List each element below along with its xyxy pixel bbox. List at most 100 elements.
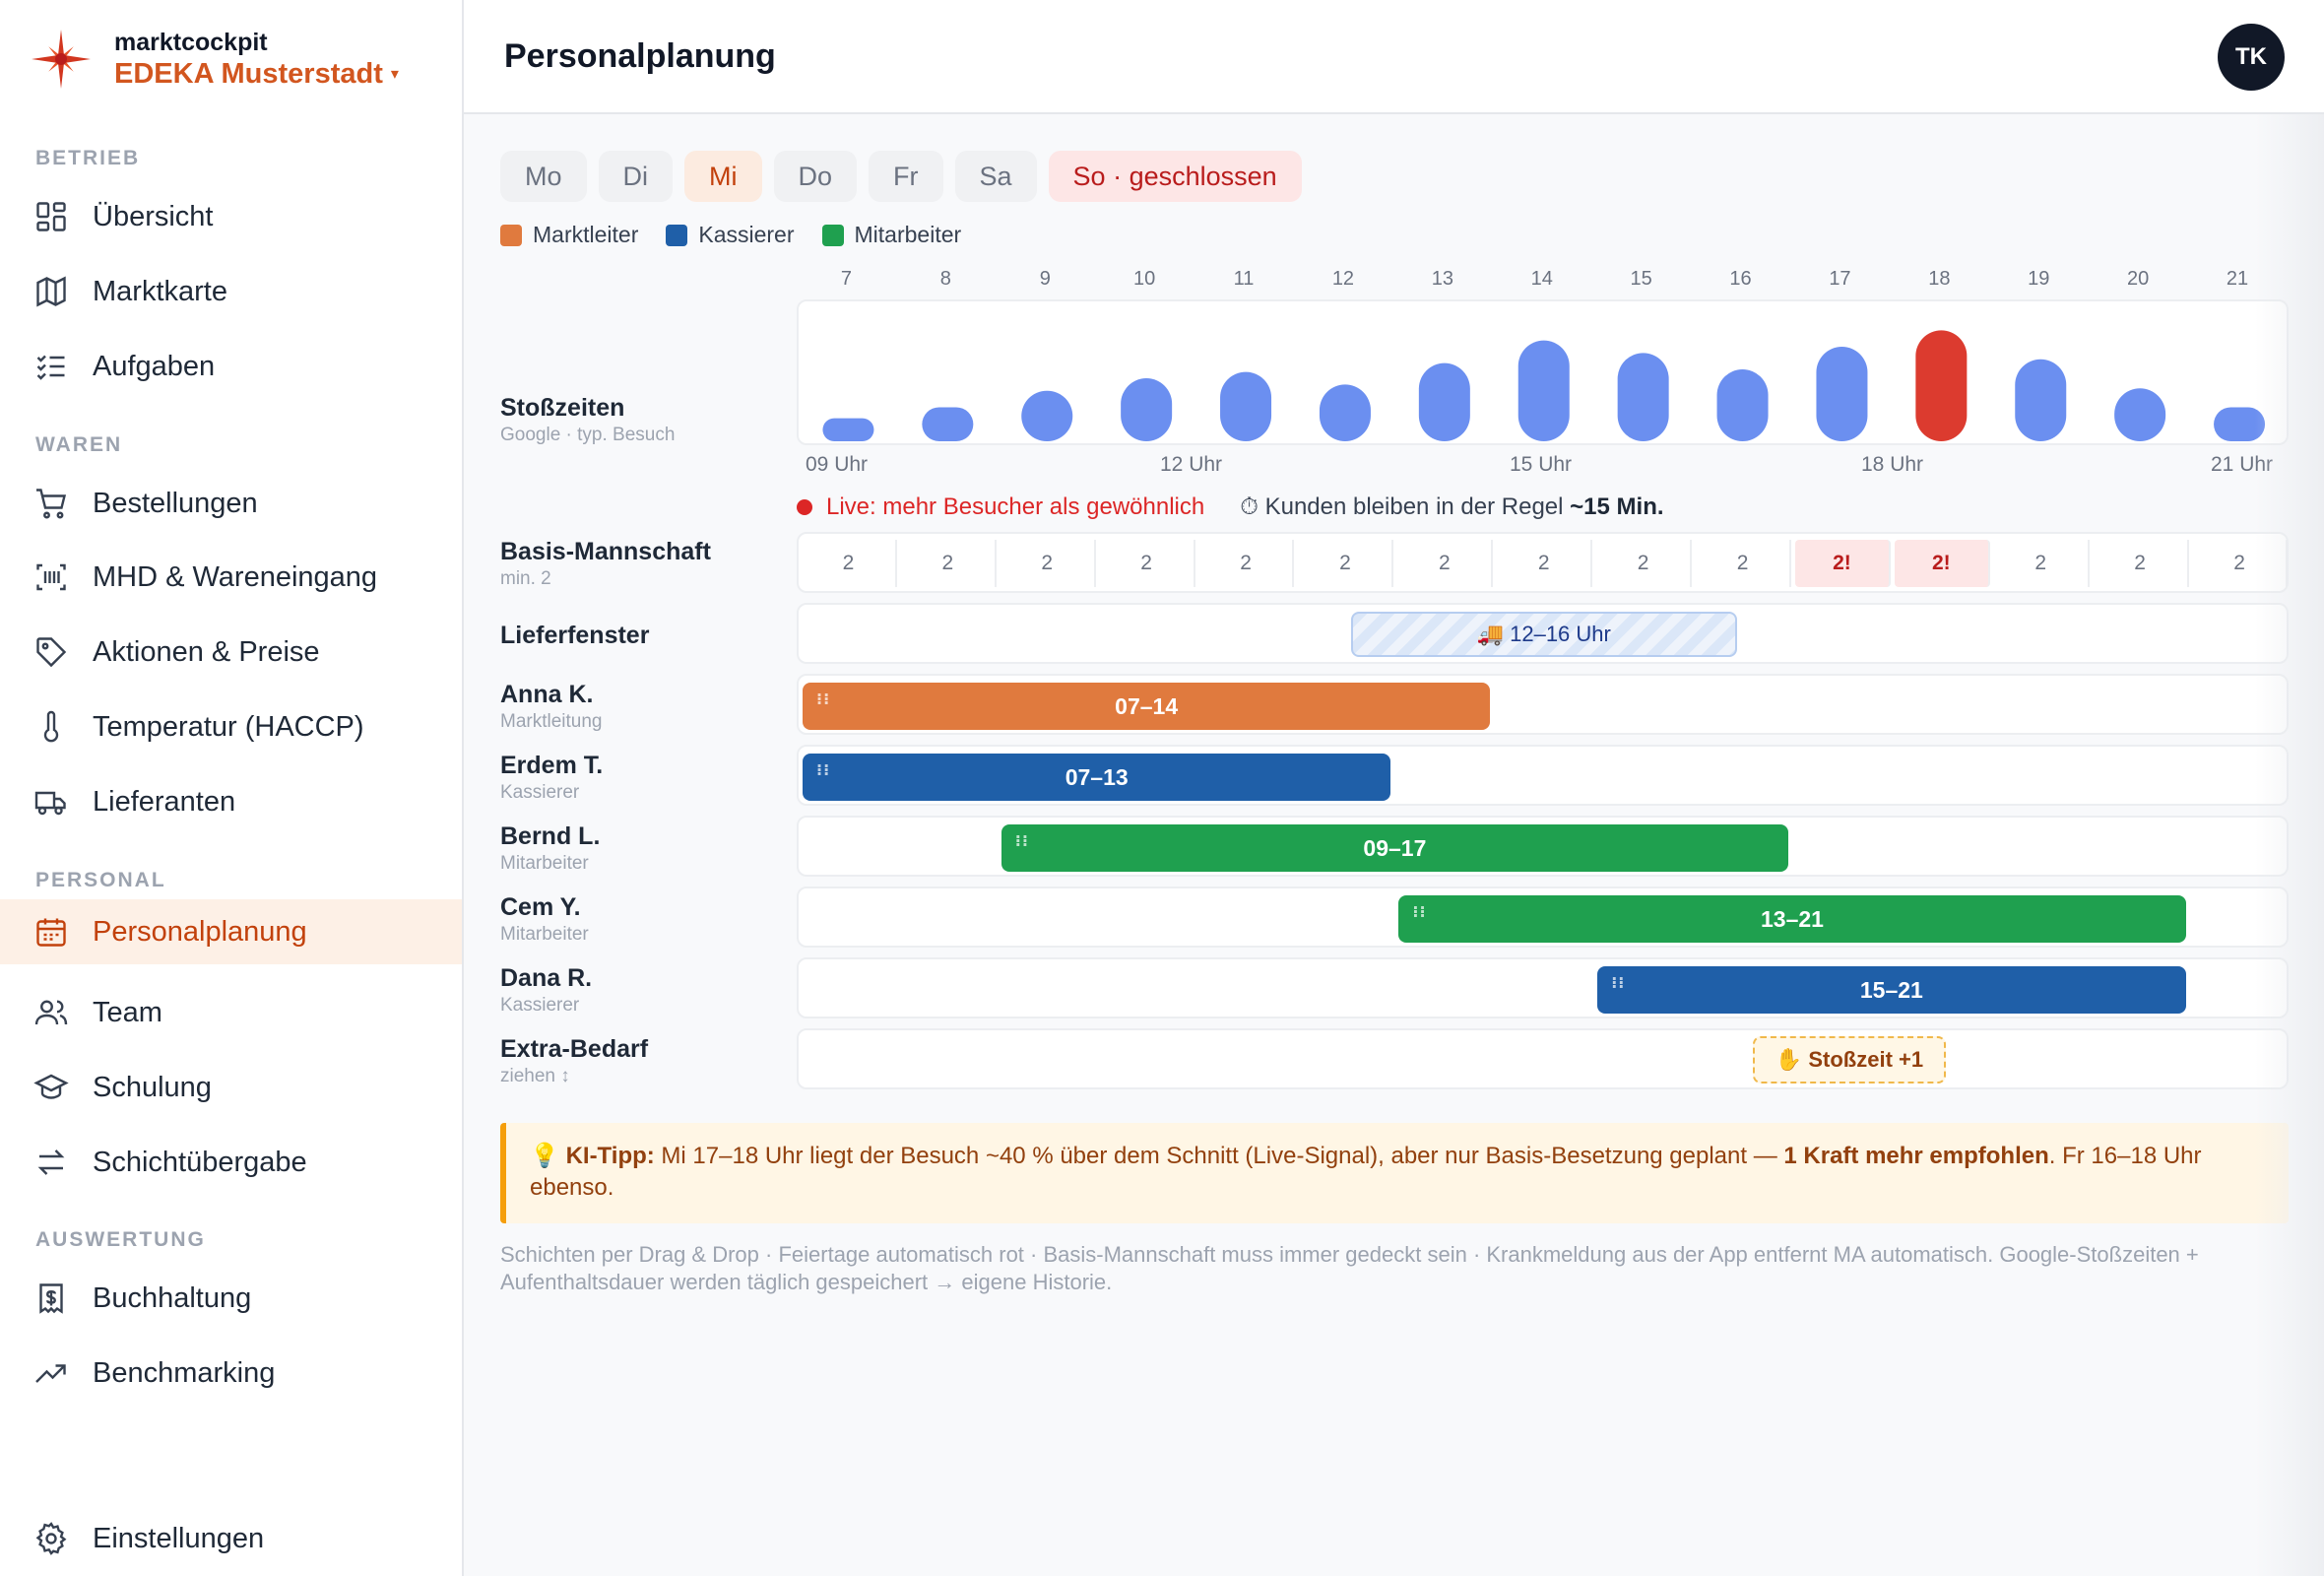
peak-bar-18: [1915, 330, 1968, 441]
sidebar-item-label: Bestellungen: [93, 487, 258, 519]
basis-cell: 2: [1299, 540, 1394, 587]
basis-cell: 2: [2193, 540, 2289, 587]
drag-handle-icon[interactable]: ⁝⁝: [1014, 833, 1029, 850]
peak-bar-13: [1418, 362, 1470, 441]
nav-section-betrieb: BETRIEB: [35, 147, 141, 169]
staff-role: Kassierer: [500, 782, 580, 803]
sidebar-item-temperatur[interactable]: Temperatur (HACCP): [0, 694, 462, 759]
sidebar-item-einstellungen[interactable]: Einstellungen: [0, 1506, 462, 1571]
tab-mi[interactable]: Mi: [684, 151, 762, 202]
tab-mo[interactable]: Mo: [500, 151, 587, 202]
shift-label: 09–17: [1363, 834, 1427, 861]
lightbulb-icon: 💡: [530, 1143, 566, 1169]
drag-handle-icon[interactable]: ⁝⁝: [816, 691, 831, 708]
shift-bar[interactable]: ⁝⁝ 09–17: [1001, 824, 1788, 872]
sidebar-item-mhd[interactable]: MHD & Wareneingang: [0, 545, 462, 610]
shift-bar[interactable]: ⁝⁝ 15–21: [1597, 966, 2186, 1014]
hour-tick-label: 15: [1630, 268, 1652, 290]
sidebar-item-label: Aktionen & Preise: [93, 635, 320, 668]
drag-handle-icon[interactable]: ⁝⁝: [1611, 975, 1626, 992]
basis-cell: 2: [1100, 540, 1195, 587]
staff-track: ⁝⁝ 13–21: [797, 886, 2289, 948]
drag-handle-icon[interactable]: ⁝⁝: [816, 762, 831, 779]
row-label-extra: Extra-Bedarf ziehen ↕: [500, 1035, 648, 1087]
sidebar-item-marktkarte[interactable]: Marktkarte: [0, 259, 462, 324]
delivery-window[interactable]: 🚚 12–16 Uhr: [1350, 612, 1737, 657]
drag-handle-icon[interactable]: ⁝⁝: [1412, 904, 1427, 921]
shift-label: 07–13: [1065, 763, 1129, 790]
avatar[interactable]: TK: [2218, 24, 2285, 91]
basis-cell: 2: [901, 540, 997, 587]
nav-section-personal: PERSONAL: [35, 869, 166, 891]
sidebar-item-label: Benchmarking: [93, 1356, 276, 1389]
sidebar-item-label: Temperatur (HACCP): [93, 710, 364, 743]
extra-demand-chip[interactable]: ✋ Stoßzeit +1: [1752, 1036, 1947, 1084]
calendar-icon: [36, 918, 66, 947]
peak-bar-14: [1517, 340, 1570, 441]
tab-so-closed[interactable]: So · geschlossen: [1048, 151, 1302, 202]
thermometer-icon: [43, 710, 59, 743]
axis-label: 15 Uhr: [1510, 453, 1573, 476]
peak-bar-16: [1716, 369, 1769, 441]
sidebar: marktcockpit EDEKA Musterstadt ▾ BETRIEB…: [0, 0, 464, 1576]
sidebar-item-bestellungen[interactable]: Bestellungen: [0, 471, 462, 536]
hour-tick-label: 11: [1233, 268, 1255, 290]
legend-item: Marktleiter: [500, 222, 638, 248]
staff-track: ⁝⁝ 07–13: [797, 745, 2289, 806]
staff-label: Dana R. Kassierer: [500, 964, 592, 1017]
sidebar-item-aktionen[interactable]: Aktionen & Preise: [0, 620, 462, 685]
store-selector[interactable]: EDEKA Musterstadt ▾: [114, 58, 399, 91]
hour-tick-label: 20: [2127, 268, 2150, 290]
users-icon: [34, 1000, 68, 1025]
tab-di[interactable]: Di: [598, 151, 674, 202]
basis-track: 2 2 2 2 2 2 2 2 2 2 2! 2! 2 2 2: [797, 532, 2289, 593]
sidebar-item-label: Schulung: [93, 1071, 212, 1103]
sidebar-item-team[interactable]: Team: [0, 980, 462, 1045]
basis-cell: 2: [1199, 540, 1295, 587]
stay-value: ~15 Min.: [1570, 493, 1664, 520]
live-status: Live: mehr Besucher als gewöhnlich: [826, 493, 1205, 520]
shift-bar[interactable]: ⁝⁝ 07–14: [803, 683, 1491, 730]
day-tabs: Mo Di Mi Do Fr Sa So · geschlossen: [500, 151, 1314, 202]
hour-tick-label: 21: [2226, 268, 2249, 290]
staff-label: Erdem T. Kassierer: [500, 752, 603, 804]
staff-role: Mitarbeiter: [500, 924, 589, 945]
tab-sa[interactable]: Sa: [954, 151, 1037, 202]
row-name: Lieferfenster: [500, 622, 650, 649]
peak-bar-10: [1121, 378, 1173, 441]
peak-bar-11: [1220, 371, 1272, 441]
basis-cell: 2: [1994, 540, 2090, 587]
sidebar-item-schulung[interactable]: Schulung: [0, 1055, 462, 1120]
sidebar-item-label: Team: [93, 996, 162, 1028]
sidebar-item-lieferanten[interactable]: Lieferanten: [0, 769, 462, 834]
sidebar-item-label: Einstellungen: [93, 1522, 265, 1554]
brand[interactable]: marktcockpit EDEKA Musterstadt ▾: [30, 28, 399, 91]
delivery-track: 🚚 12–16 Uhr: [797, 603, 2289, 664]
staff-name: Cem Y.: [500, 893, 581, 921]
sidebar-item-label: Lieferanten: [93, 785, 236, 818]
brand-name: marktcockpit: [114, 28, 268, 56]
shift-label: 15–21: [1859, 976, 1923, 1003]
sidebar-item-aufgaben[interactable]: Aufgaben: [0, 334, 462, 399]
tab-fr[interactable]: Fr: [869, 151, 943, 202]
hour-tick-label: 12: [1331, 268, 1355, 290]
axis-label: 12 Uhr: [1160, 453, 1223, 476]
grid-icon: [36, 202, 66, 231]
sidebar-item-personalplanung[interactable]: Personalplanung: [0, 899, 462, 964]
basis-cell: 2: [802, 540, 897, 587]
sidebar-item-buchhaltung[interactable]: Buchhaltung: [0, 1266, 462, 1331]
live-info: Live: mehr Besucher als gewöhnlich ⏱ Kun…: [797, 493, 1664, 521]
tip-label: KI-Tipp:: [565, 1143, 655, 1169]
sidebar-item-schichtuebergabe[interactable]: Schichtübergabe: [0, 1130, 462, 1195]
sidebar-item-benchmarking[interactable]: Benchmarking: [0, 1341, 462, 1406]
top-header: Personalplanung TK: [464, 0, 2324, 114]
hour-tick-label: 14: [1530, 268, 1553, 290]
brand-star-icon: [32, 30, 91, 89]
tab-do[interactable]: Do: [773, 151, 858, 202]
legend-item: Kassierer: [666, 222, 795, 248]
shift-bar[interactable]: ⁝⁝ 13–21: [1398, 895, 2186, 943]
shift-bar[interactable]: ⁝⁝ 07–13: [803, 754, 1391, 801]
staff-label: Cem Y. Mitarbeiter: [500, 893, 589, 946]
sidebar-item-uebersicht[interactable]: Übersicht: [0, 184, 462, 249]
sidebar-item-label: Marktkarte: [93, 275, 227, 307]
